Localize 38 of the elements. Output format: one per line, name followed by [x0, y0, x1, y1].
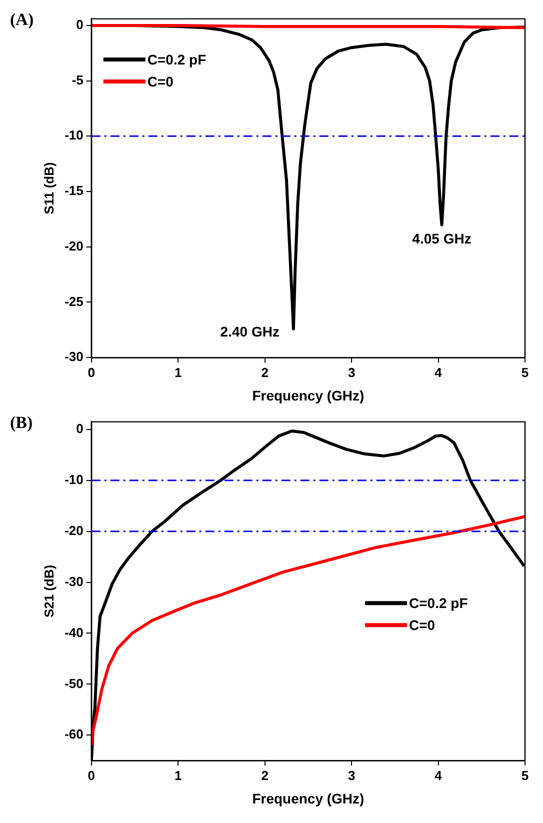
x-tick-label: 5	[521, 768, 529, 783]
x-axis-title: Frequency (GHz)	[252, 790, 364, 806]
y-tick-label: -25	[64, 294, 84, 309]
legend-label: C=0	[147, 73, 174, 90]
y-tick-label: -10	[64, 472, 84, 487]
x-tick-label: 1	[174, 364, 182, 380]
x-tick-label: 3	[348, 364, 356, 380]
y-axis-title: S11 (dB)	[41, 162, 56, 214]
y-tick-label: 0	[76, 421, 84, 436]
y-tick-label: -30	[64, 574, 84, 589]
annotation: 2.40 GHz	[220, 324, 280, 340]
x-tick-label: 3	[348, 768, 356, 783]
y-tick-label: -30	[64, 349, 84, 364]
x-tick-label: 1	[174, 768, 182, 783]
y-tick-label: -20	[64, 522, 84, 538]
y-tick-label: -20	[64, 238, 84, 254]
y-tick-label: -10	[64, 128, 84, 143]
y-tick-label: -5	[72, 72, 84, 88]
x-tick-label: 0	[88, 364, 96, 380]
chart-title: (A)	[10, 10, 34, 29]
x-tick-label: 2	[261, 364, 268, 380]
y-axis-title: S21 (dB)	[41, 564, 56, 618]
legend-label: C=0	[409, 616, 436, 633]
x-tick-label: 0	[88, 768, 96, 783]
x-tick-label: 4	[434, 364, 443, 380]
legend-label: C=0.2 pF	[147, 51, 207, 68]
chart-title: (B)	[10, 412, 33, 432]
y-tick-label: -60	[64, 726, 84, 742]
x-axis-title: Frequency (GHz)	[252, 387, 364, 404]
annotation: 4.05 GHz	[412, 230, 472, 247]
y-tick-label: -50	[64, 676, 84, 691]
x-tick-label: 5	[521, 364, 529, 380]
y-tick-label: 0	[76, 17, 84, 32]
x-tick-label: 2	[261, 768, 268, 783]
y-tick-label: -15	[64, 183, 84, 198]
legend-label: C=0.2 pF	[409, 594, 468, 611]
y-tick-label: -40	[64, 624, 84, 640]
x-tick-label: 4	[434, 768, 443, 783]
